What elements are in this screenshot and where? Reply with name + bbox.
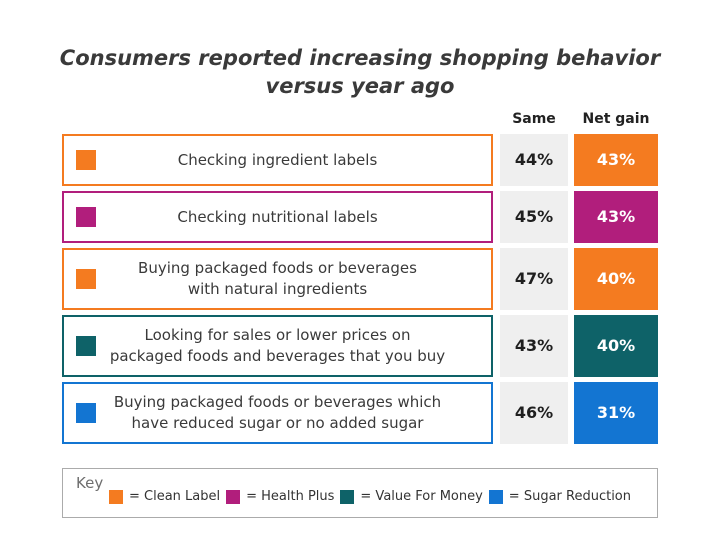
behavior-label-box: Looking for sales or lower prices on pac… — [62, 314, 493, 377]
net-gain-value: 43% — [574, 133, 658, 186]
table-row: Checking nutritional labels 45% 43% — [62, 190, 720, 243]
net-gain-value: 43% — [574, 190, 658, 243]
table-row: Buying packaged foods or beverages with … — [62, 247, 720, 310]
legend-item-label: = Value For Money — [360, 489, 483, 505]
legend-item-clean-label: = Clean Label — [109, 489, 220, 504]
column-header-same: Same — [512, 110, 556, 127]
net-gain-value: 31% — [574, 381, 658, 444]
behavior-label: Checking nutritional labels — [177, 207, 378, 226]
legend-swatch-icon — [340, 489, 355, 504]
same-value: 47% — [500, 247, 568, 310]
legend-swatch-icon — [488, 489, 503, 504]
category-swatch-icon — [76, 335, 96, 356]
column-header-net-gain: Net gain — [582, 110, 650, 127]
behavior-label-box: Buying packaged foods or beverages which… — [62, 381, 493, 444]
category-swatch-icon — [76, 402, 96, 423]
behavior-label-box: Checking nutritional labels — [62, 190, 493, 243]
category-swatch-icon — [76, 149, 96, 170]
table-row: Checking ingredient labels 44% 43% — [62, 133, 720, 186]
legend-items: = Clean Label = Health Plus = Value For … — [63, 469, 657, 517]
same-value: 46% — [500, 381, 568, 444]
behavior-table: Same Net gain Checking ingredient labels… — [0, 111, 720, 444]
behavior-label: Looking for sales or lower prices on pac… — [109, 326, 446, 365]
behavior-label-box: Checking ingredient labels — [62, 133, 493, 186]
same-value: 45% — [500, 190, 568, 243]
legend-item-sugar-reduction: = Sugar Reduction — [488, 489, 631, 505]
net-gain-value: 40% — [574, 314, 658, 377]
legend-title: Key — [76, 473, 104, 492]
same-value: 43% — [500, 314, 568, 377]
same-value: 44% — [500, 133, 568, 186]
chart-title: Consumers reported increasing shopping b… — [0, 0, 720, 101]
category-swatch-icon — [76, 268, 96, 289]
legend-item-label: = Sugar Reduction — [508, 489, 631, 505]
category-swatch-icon — [76, 206, 96, 227]
behavior-label: Buying packaged foods or beverages which… — [113, 393, 442, 432]
chart-title-line2: versus year ago — [265, 74, 455, 99]
chart-title-line1: Consumers reported increasing shopping b… — [59, 46, 661, 70]
header-spacer — [62, 111, 500, 127]
legend-swatch-icon — [109, 489, 123, 504]
behavior-label-box: Buying packaged foods or beverages with … — [62, 247, 493, 310]
column-headers: Same Net gain — [62, 111, 720, 127]
legend-item-label: = Health Plus — [246, 489, 335, 505]
behavior-label: Buying packaged foods or beverages with … — [138, 259, 417, 298]
legend-item-value-for-money: = Value For Money — [340, 489, 483, 505]
net-gain-value: 40% — [574, 247, 658, 310]
table-row: Looking for sales or lower prices on pac… — [62, 314, 720, 377]
legend: Key = Clean Label = Health Plus = Value … — [62, 467, 658, 518]
behavior-label: Checking ingredient labels — [177, 150, 378, 169]
table-row: Buying packaged foods or beverages which… — [62, 381, 720, 444]
legend-item-label: = Clean Label — [129, 489, 221, 505]
legend-item-health-plus: = Health Plus — [226, 489, 334, 504]
legend-swatch-icon — [226, 489, 241, 504]
